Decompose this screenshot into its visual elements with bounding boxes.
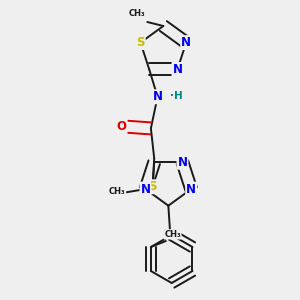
Text: CH₃: CH₃ bbox=[109, 187, 125, 196]
Text: N: N bbox=[153, 90, 163, 103]
Text: N: N bbox=[140, 183, 151, 196]
Text: N: N bbox=[181, 36, 191, 49]
Text: O: O bbox=[117, 120, 127, 133]
Text: N: N bbox=[177, 156, 188, 169]
Text: S: S bbox=[136, 36, 145, 49]
Text: CH₃: CH₃ bbox=[129, 9, 146, 18]
Text: N: N bbox=[186, 183, 196, 196]
Text: S: S bbox=[148, 180, 157, 193]
Text: ·H: ·H bbox=[170, 91, 183, 101]
Text: N: N bbox=[172, 63, 182, 76]
Text: CH₃: CH₃ bbox=[164, 230, 181, 239]
